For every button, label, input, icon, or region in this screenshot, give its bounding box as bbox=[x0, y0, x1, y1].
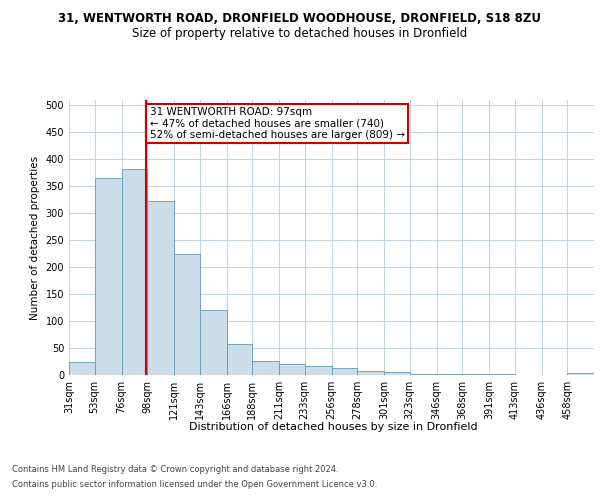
Text: Contains HM Land Registry data © Crown copyright and database right 2024.: Contains HM Land Registry data © Crown c… bbox=[12, 465, 338, 474]
Text: Contains public sector information licensed under the Open Government Licence v3: Contains public sector information licen… bbox=[12, 480, 377, 489]
Bar bbox=[305, 366, 331, 375]
Bar bbox=[357, 371, 384, 375]
Bar bbox=[384, 372, 410, 375]
Bar bbox=[121, 169, 147, 375]
Bar bbox=[567, 373, 594, 375]
Y-axis label: Number of detached properties: Number of detached properties bbox=[30, 156, 40, 320]
Text: 31 WENTWORTH ROAD: 97sqm
← 47% of detached houses are smaller (740)
52% of semi-: 31 WENTWORTH ROAD: 97sqm ← 47% of detach… bbox=[149, 107, 404, 140]
Bar bbox=[410, 374, 437, 375]
Bar bbox=[331, 368, 357, 375]
Text: 31, WENTWORTH ROAD, DRONFIELD WOODHOUSE, DRONFIELD, S18 8ZU: 31, WENTWORTH ROAD, DRONFIELD WOODHOUSE,… bbox=[59, 12, 542, 26]
Bar bbox=[147, 202, 174, 375]
Bar bbox=[489, 374, 515, 375]
Bar bbox=[437, 374, 462, 375]
Bar bbox=[227, 344, 252, 375]
Bar bbox=[95, 178, 121, 375]
Bar bbox=[462, 374, 489, 375]
Text: Size of property relative to detached houses in Dronfield: Size of property relative to detached ho… bbox=[133, 28, 467, 40]
Bar bbox=[252, 361, 279, 375]
Bar bbox=[200, 310, 227, 375]
Text: Distribution of detached houses by size in Dronfield: Distribution of detached houses by size … bbox=[188, 422, 478, 432]
Bar bbox=[174, 254, 200, 375]
Bar bbox=[69, 362, 95, 375]
Bar bbox=[279, 364, 305, 375]
